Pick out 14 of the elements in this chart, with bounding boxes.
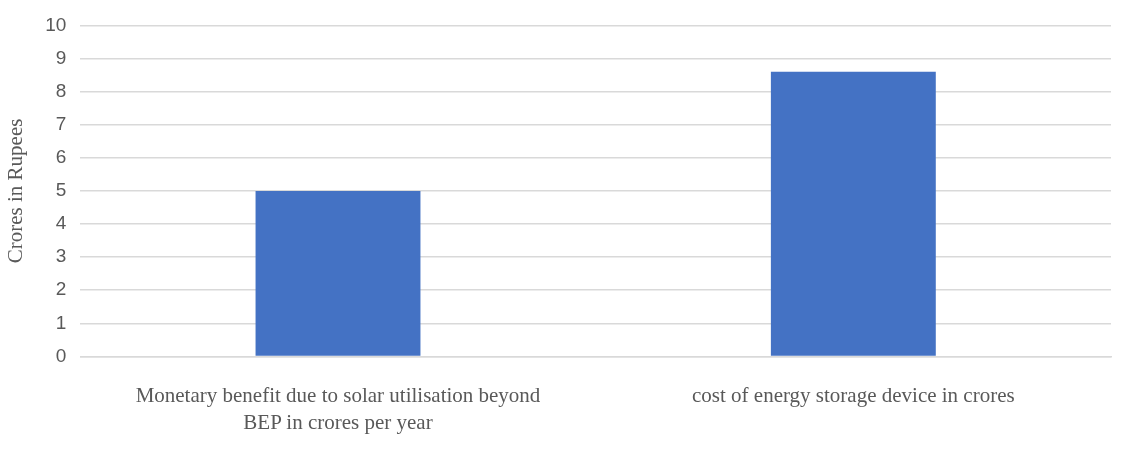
- y-tick-label: 1: [55, 311, 67, 333]
- y-tick-label: 2: [55, 278, 67, 300]
- y-tick-label: 7: [55, 112, 67, 134]
- y-tick-label: 10: [45, 13, 67, 35]
- y-axis-title: Crores in Rupees: [3, 118, 28, 264]
- y-tick-label: 8: [55, 79, 67, 101]
- x-tick-label: Monetary benefit due to solar utilisation beyond BEP in crores per year: [135, 382, 541, 434]
- y-tick-label: 9: [55, 46, 67, 68]
- y-tick-label: 4: [55, 212, 67, 234]
- y-tick-label: 5: [55, 179, 67, 201]
- x-tick-label: cost of energy storage device in crores: [692, 382, 1015, 407]
- y-tick-label: 0: [55, 344, 67, 366]
- y-tick-label: 6: [55, 146, 67, 168]
- y-tick-label: 3: [55, 245, 67, 267]
